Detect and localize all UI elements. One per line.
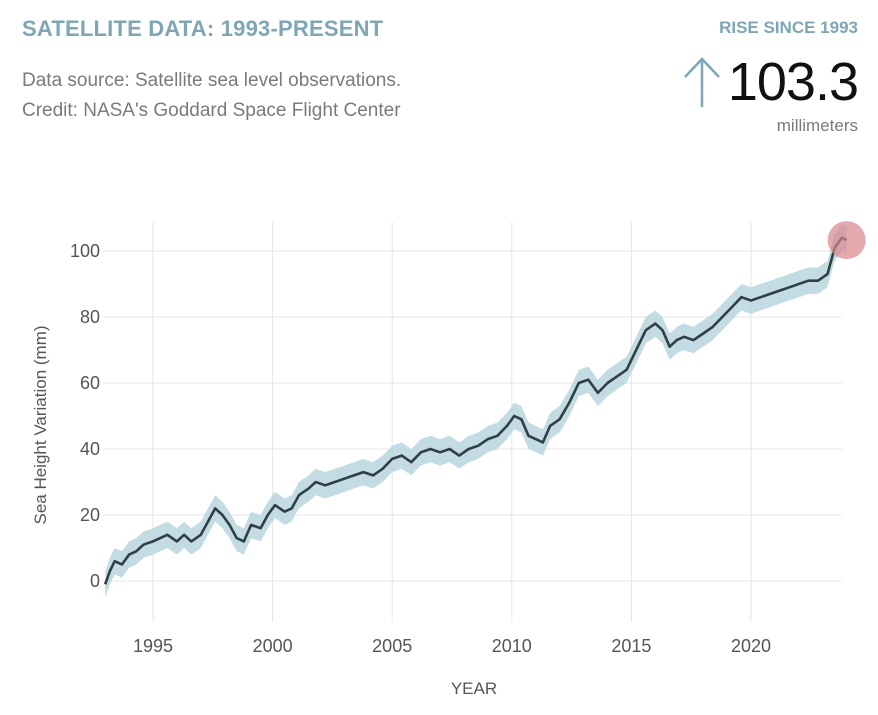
page-title: SATELLITE DATA: 1993-PRESENT xyxy=(22,16,384,41)
y-axis-ticks: 0 20 40 60 80 100 xyxy=(70,241,100,591)
x-tick-label: 2020 xyxy=(731,636,771,656)
x-axis-ticks: 1995 2000 2005 2010 2015 2020 xyxy=(133,636,771,656)
rise-value: 103.3 xyxy=(727,52,859,112)
uncertainty-band xyxy=(105,224,847,598)
data-source-text: Data source: Satellite sea level observa… xyxy=(22,66,401,126)
x-tick-label: 2005 xyxy=(372,636,412,656)
y-tick-label: 80 xyxy=(80,307,100,327)
x-tick-label: 2000 xyxy=(253,636,293,656)
chart-grid xyxy=(103,222,842,622)
rise-label: RISE SINCE 1993 xyxy=(719,18,858,37)
rise-unit: millimeters xyxy=(776,116,858,135)
y-tick-label: 40 xyxy=(80,439,100,459)
y-tick-label: 60 xyxy=(80,373,100,393)
source-line: Data source: Satellite sea level observa… xyxy=(22,70,402,91)
latest-value-marker xyxy=(827,221,866,260)
y-tick-label: 20 xyxy=(80,505,100,525)
x-tick-label: 2015 xyxy=(611,636,651,656)
x-tick-label: 1995 xyxy=(133,636,173,656)
x-tick-label: 2010 xyxy=(492,636,532,656)
sea-level-line xyxy=(103,236,848,585)
y-tick-label: 0 xyxy=(90,571,100,591)
y-tick-label: 100 xyxy=(70,241,100,261)
arrow-up-icon xyxy=(683,57,720,107)
x-axis-title: YEAR xyxy=(451,679,497,698)
y-axis-title: Sea Height Variation (mm) xyxy=(31,325,50,524)
credit-line: Credit: NASA's Goddard Space Flight Cent… xyxy=(22,100,401,121)
rise-summary: 103.3 xyxy=(682,50,859,114)
